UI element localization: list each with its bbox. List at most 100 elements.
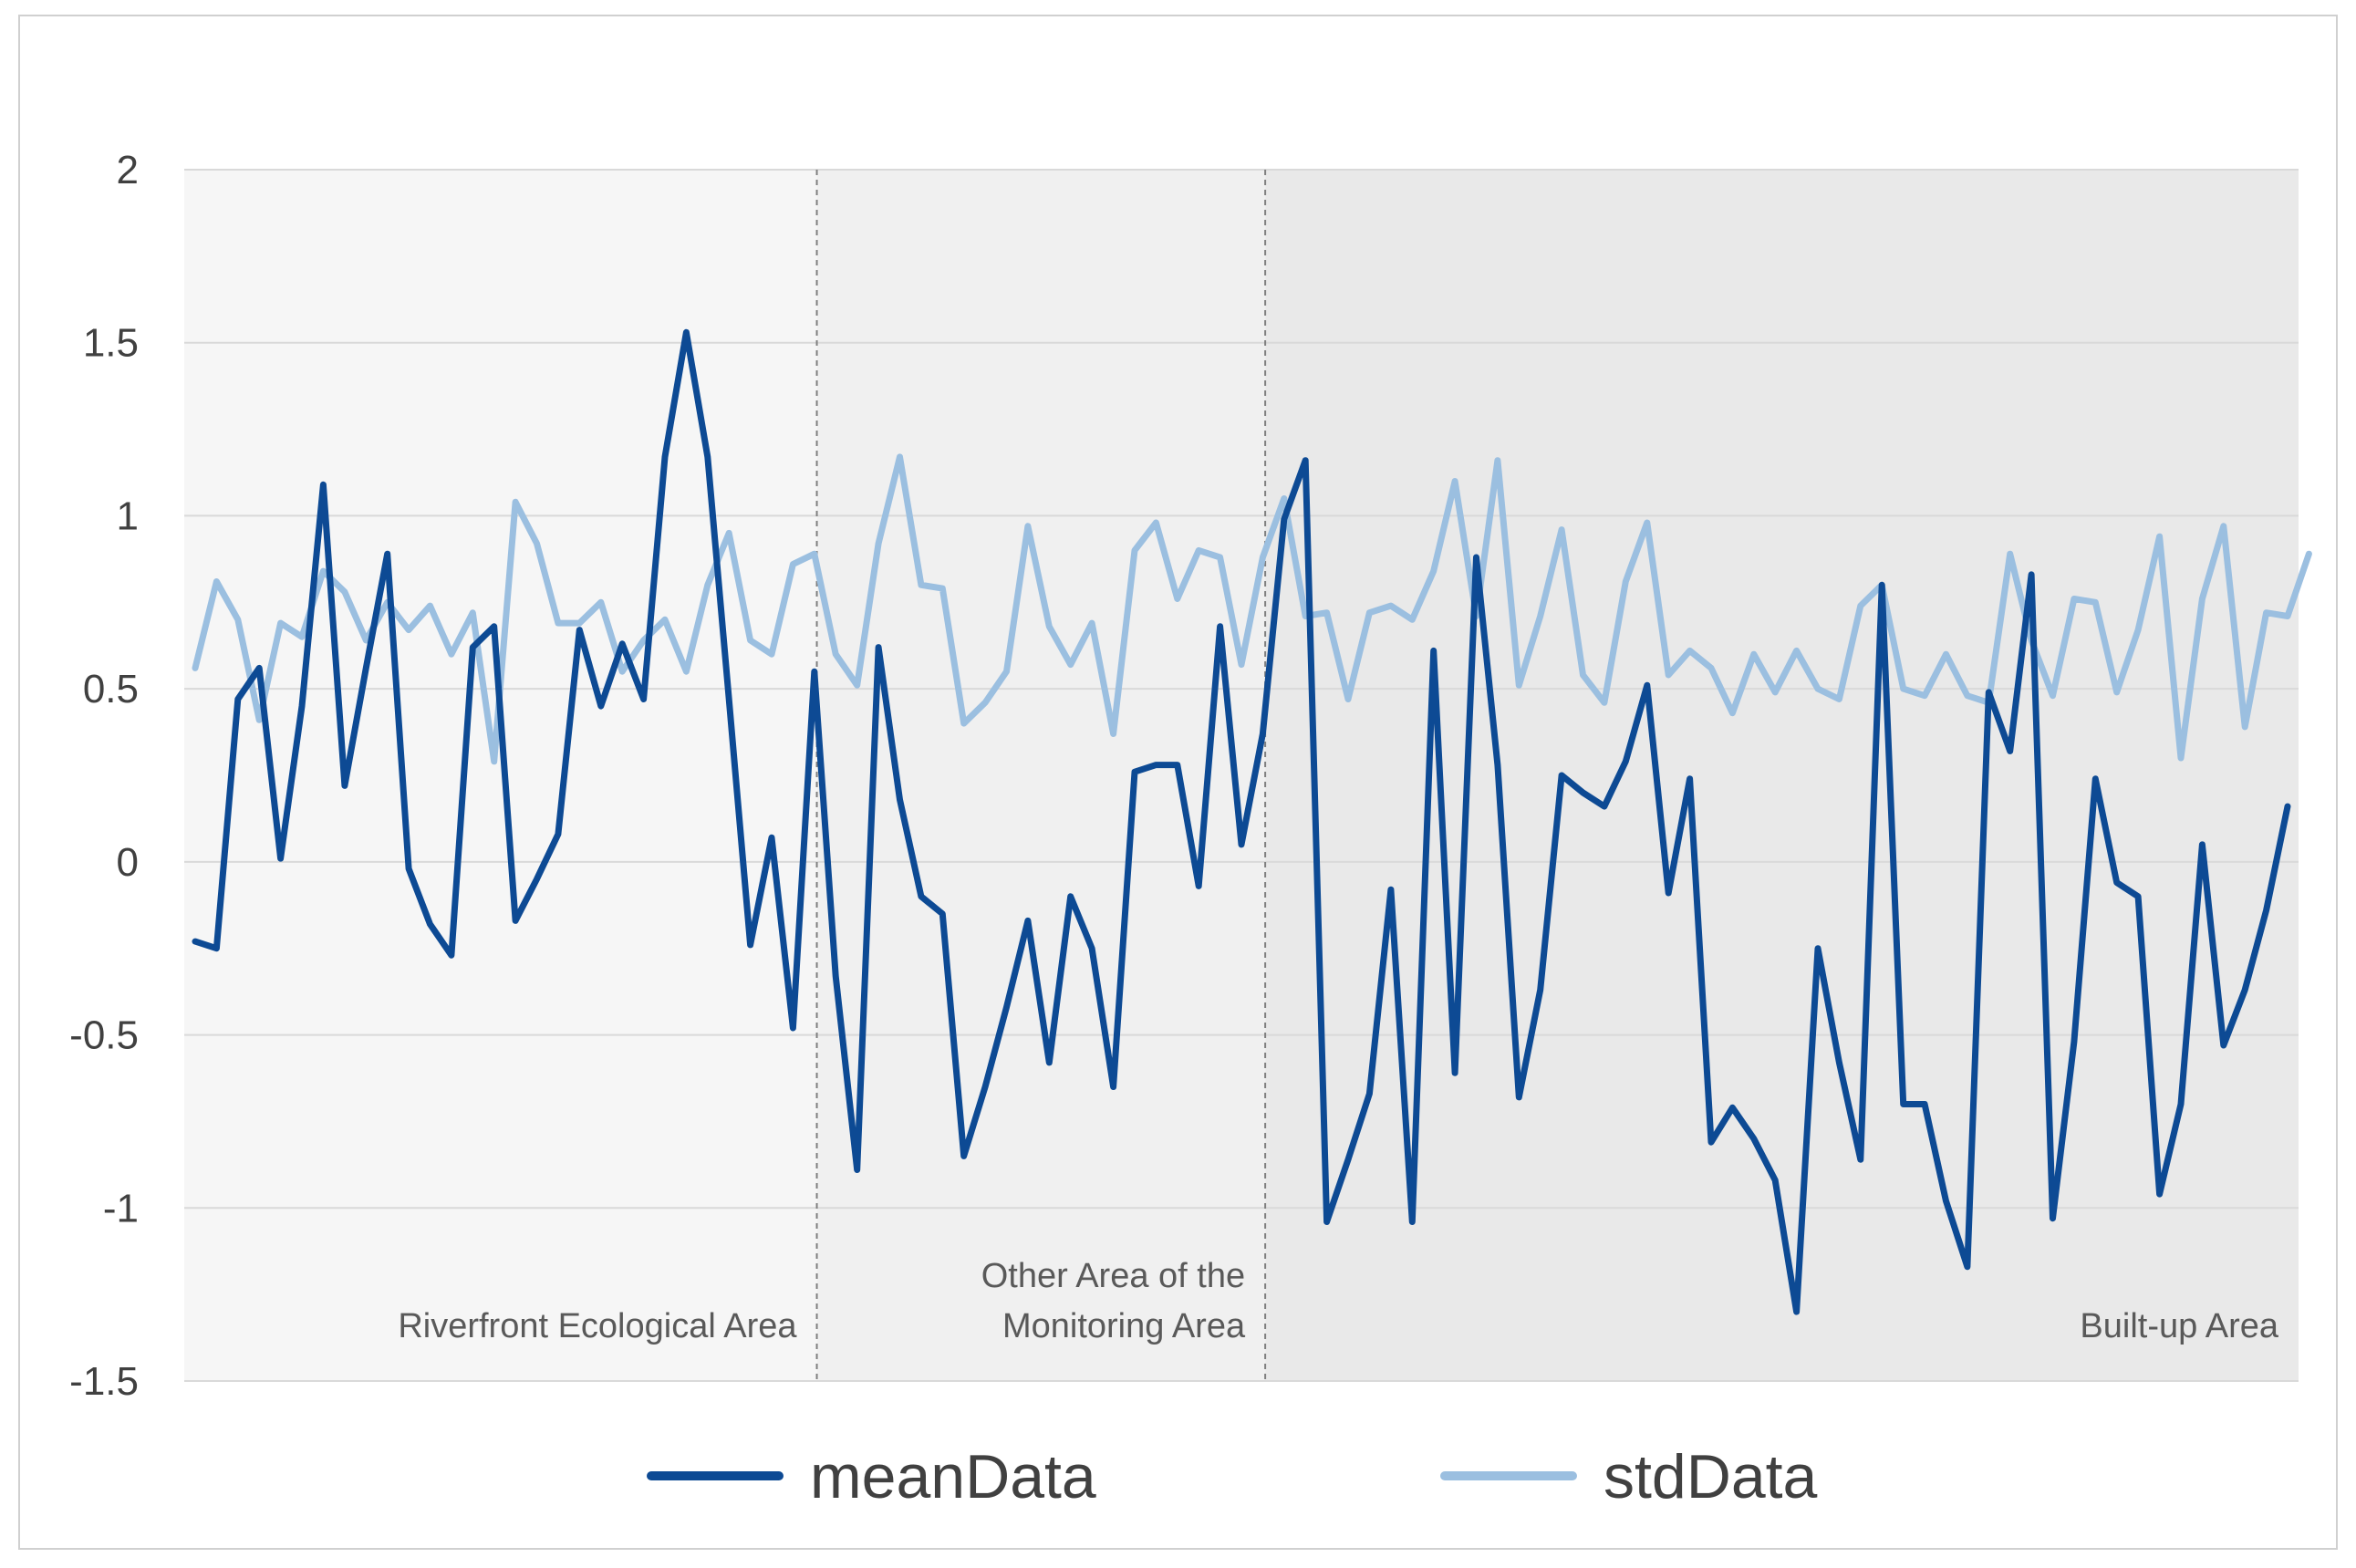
y-tick-label: 0.5 bbox=[83, 667, 139, 711]
data-point-stdData bbox=[1134, 549, 1136, 551]
data-point-stdData bbox=[557, 622, 559, 624]
data-point-meanData bbox=[1326, 1221, 1328, 1222]
series-points-meanData bbox=[194, 331, 2289, 1313]
data-point-stdData bbox=[1177, 598, 1178, 599]
data-point-stdData bbox=[365, 639, 367, 641]
data-point-meanData bbox=[2180, 1104, 2182, 1105]
data-point-stdData bbox=[600, 601, 602, 603]
data-point-stdData bbox=[344, 591, 346, 593]
legend: meanData stdData bbox=[647, 1442, 1818, 1511]
region-dividers bbox=[815, 170, 1267, 1381]
data-point-meanData bbox=[1048, 1062, 1050, 1064]
data-point-stdData bbox=[536, 543, 537, 545]
data-point-meanData bbox=[835, 975, 836, 977]
data-point-meanData bbox=[2030, 574, 2032, 576]
data-point-stdData bbox=[1240, 664, 1242, 666]
data-point-stdData bbox=[963, 722, 965, 724]
data-point-stdData bbox=[1155, 522, 1157, 524]
data-point-stdData bbox=[1817, 688, 1819, 690]
data-point-stdData bbox=[2201, 598, 2203, 599]
data-point-meanData bbox=[984, 1086, 986, 1087]
data-point-stdData bbox=[1667, 674, 1669, 676]
y-tick-label: 2 bbox=[117, 148, 139, 192]
data-point-meanData bbox=[1027, 919, 1029, 921]
data-point-stdData bbox=[1796, 649, 1798, 651]
data-point-meanData bbox=[430, 923, 431, 925]
region-labels: Riverfront Ecological Area Other Area of … bbox=[398, 1257, 2279, 1345]
series-line-stdData bbox=[192, 453, 2312, 765]
chart-frame: 2 1.5 1 0.5 0 -0.5 -1 -1.5 Riverfront Ecologica… bbox=[18, 15, 2338, 1550]
data-point-stdData bbox=[835, 653, 836, 655]
data-point-meanData bbox=[194, 940, 196, 942]
data-point-stdData bbox=[621, 670, 623, 672]
data-point-meanData bbox=[1497, 764, 1499, 766]
data-point-stdData bbox=[771, 653, 773, 655]
data-point-meanData bbox=[1283, 518, 1285, 520]
data-point-stdData bbox=[2159, 535, 2161, 537]
data-point-stdData bbox=[1091, 622, 1093, 624]
data-point-meanData bbox=[1134, 771, 1136, 773]
region-shade-builtup bbox=[1265, 170, 2299, 1381]
data-point-stdData bbox=[2266, 612, 2268, 614]
data-point-stdData bbox=[430, 605, 431, 607]
data-point-meanData bbox=[963, 1155, 965, 1157]
data-point-stdData bbox=[1454, 481, 1456, 482]
y-axis-ticks: 2 1.5 1 0.5 0 -0.5 -1 -1.5 bbox=[69, 148, 139, 1404]
y-tick-label: 0 bbox=[117, 840, 139, 885]
data-point-meanData bbox=[2116, 882, 2118, 884]
data-point-meanData bbox=[1646, 684, 1648, 686]
data-point-stdData bbox=[792, 564, 794, 565]
data-point-meanData bbox=[941, 913, 943, 915]
data-point-stdData bbox=[472, 612, 473, 614]
data-point-stdData bbox=[2052, 695, 2053, 697]
data-point-meanData bbox=[1710, 1141, 1712, 1143]
data-point-meanData bbox=[1454, 1072, 1456, 1074]
data-point-stdData bbox=[2116, 691, 2118, 693]
data-point-stdData bbox=[2244, 726, 2246, 728]
data-point-meanData bbox=[387, 553, 389, 555]
data-point-meanData bbox=[280, 857, 282, 859]
data-point-meanData bbox=[578, 629, 580, 631]
data-point-meanData bbox=[1091, 948, 1093, 950]
data-point-stdData bbox=[1347, 699, 1349, 700]
y-tick-label: -1.5 bbox=[69, 1359, 139, 1404]
line-chart: 2 1.5 1 0.5 0 -0.5 -1 -1.5 Riverfront Ecologica… bbox=[69, 148, 2312, 1511]
data-point-stdData bbox=[1113, 733, 1115, 734]
data-point-stdData bbox=[2137, 629, 2139, 631]
data-point-stdData bbox=[2287, 616, 2289, 617]
data-point-stdData bbox=[301, 636, 303, 638]
data-point-meanData bbox=[258, 667, 260, 669]
data-point-meanData bbox=[1261, 733, 1263, 734]
y-tick-label: -1 bbox=[103, 1186, 139, 1231]
data-point-meanData bbox=[792, 1027, 794, 1029]
data-point-stdData bbox=[1283, 498, 1285, 499]
data-point-stdData bbox=[1390, 605, 1392, 607]
data-point-meanData bbox=[707, 456, 709, 458]
data-point-stdData bbox=[941, 587, 943, 589]
data-point-stdData bbox=[1497, 460, 1499, 462]
data-point-stdData bbox=[1731, 712, 1733, 714]
gridlines bbox=[184, 169, 2299, 1382]
data-point-stdData bbox=[750, 639, 752, 641]
data-point-stdData bbox=[2094, 601, 2096, 603]
region-label-line: Built-up Area bbox=[2080, 1307, 2278, 1345]
data-point-meanData bbox=[344, 784, 346, 786]
data-point-stdData bbox=[920, 584, 922, 586]
data-point-meanData bbox=[2201, 844, 2203, 846]
data-point-meanData bbox=[1476, 556, 1477, 558]
data-point-stdData bbox=[408, 629, 410, 631]
data-point-meanData bbox=[493, 626, 495, 628]
data-point-meanData bbox=[877, 647, 879, 649]
region-shade-riverfront bbox=[184, 170, 817, 1381]
data-point-meanData bbox=[536, 878, 537, 880]
data-point-meanData bbox=[664, 456, 666, 458]
data-point-stdData bbox=[2073, 598, 2075, 599]
region-shade-other bbox=[816, 170, 1266, 1381]
data-point-meanData bbox=[1988, 691, 1989, 693]
data-point-stdData bbox=[1774, 691, 1776, 693]
data-point-meanData bbox=[1903, 1104, 1905, 1105]
data-point-stdData bbox=[1646, 522, 1648, 524]
data-point-stdData bbox=[2223, 525, 2225, 527]
data-point-meanData bbox=[1518, 1096, 1520, 1098]
data-point-stdData bbox=[685, 670, 687, 672]
